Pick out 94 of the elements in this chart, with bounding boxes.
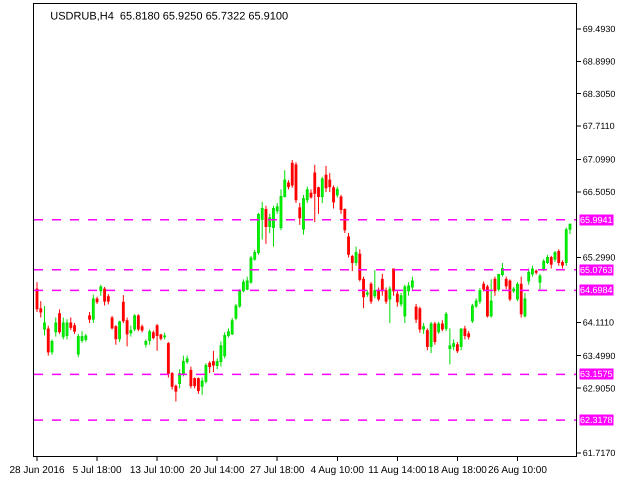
candlestick xyxy=(557,248,560,266)
x-tick-label: 13 Jul 10:00 xyxy=(130,465,185,476)
candlestick xyxy=(46,325,50,356)
ref-line-label: 62.3178 xyxy=(580,415,613,425)
candlestick xyxy=(486,284,489,318)
candlestick xyxy=(320,176,324,204)
ref-line-label: 64.6984 xyxy=(580,285,613,295)
candlestick xyxy=(550,255,553,269)
x-tick-label: 26 Aug 10:00 xyxy=(488,465,548,476)
ref-line-label: 65.0763 xyxy=(580,265,613,275)
candlestick xyxy=(478,288,482,304)
candlestick xyxy=(84,333,88,342)
candlestick xyxy=(156,324,159,352)
x-tick-label: 18 Aug 18:00 xyxy=(428,465,488,476)
y-tick-label: 66.5050 xyxy=(582,186,616,197)
candlestick xyxy=(463,325,466,340)
x-tick-label: 20 Jul 14:00 xyxy=(190,465,245,476)
candlestick xyxy=(426,328,429,351)
candlestick xyxy=(66,318,68,340)
x-tick-label: 27 Jul 18:00 xyxy=(250,465,305,476)
candlestick xyxy=(403,284,406,324)
y-tick-label: 67.0990 xyxy=(582,154,616,165)
y-tick-label: 65.2990 xyxy=(582,252,616,263)
x-tick-label: 28 Jun 2016 xyxy=(9,465,65,476)
y-tick-label: 69.4930 xyxy=(582,24,616,34)
candlestick xyxy=(118,320,121,343)
x-tick-label: 11 Aug 14:00 xyxy=(368,465,427,476)
candlestick xyxy=(490,278,493,318)
candlestick xyxy=(136,314,140,332)
candlestick xyxy=(196,376,200,394)
y-tick-label: 61.7170 xyxy=(582,448,616,458)
y-tick-label: 68.8990 xyxy=(582,56,616,66)
candlestick xyxy=(96,296,98,304)
ref-line-label: 65.9941 xyxy=(580,215,613,225)
candlestick xyxy=(430,321,433,354)
candlestick xyxy=(448,328,452,365)
candlestick xyxy=(392,268,395,296)
text: USDRUB,H4 65.8180 65.9250 65.7322 65.9100 xyxy=(50,10,288,23)
ref-line-label: 63.1575 xyxy=(580,369,613,379)
candlestick xyxy=(437,321,440,334)
candlestick xyxy=(62,317,65,340)
candlestick xyxy=(69,317,72,331)
candlestick xyxy=(272,205,275,248)
candlestick xyxy=(92,294,95,324)
y-tick-label: 63.4990 xyxy=(582,350,616,361)
candlestick xyxy=(212,350,215,373)
candlestick xyxy=(534,269,538,275)
candlestick xyxy=(433,321,436,346)
candlestick xyxy=(418,306,422,334)
candlestick xyxy=(366,290,369,298)
candlestick xyxy=(554,250,556,262)
candlestick xyxy=(324,165,328,193)
candlestick xyxy=(350,254,354,272)
candlestick xyxy=(50,338,54,356)
candlestick xyxy=(298,202,302,226)
y-tick-label: 64.1110 xyxy=(582,318,614,328)
candlestick xyxy=(538,273,542,291)
candlestick xyxy=(103,286,106,306)
candlestick xyxy=(58,308,61,334)
candlestick xyxy=(508,278,512,302)
candlestick xyxy=(440,320,444,332)
y-tick-label: 68.3050 xyxy=(582,88,616,99)
candlestick xyxy=(148,329,152,346)
candlestick xyxy=(388,286,392,324)
candlestick xyxy=(444,312,448,332)
candlestick xyxy=(524,292,526,318)
candlestick xyxy=(313,164,316,223)
candlestick xyxy=(336,186,339,198)
y-tick-label: 67.7110 xyxy=(582,121,615,132)
candlestick xyxy=(76,333,80,358)
candlestick xyxy=(422,322,426,334)
candlestick xyxy=(43,306,46,336)
candlestick xyxy=(373,270,376,299)
x-tick-label: 5 Jul 18:00 xyxy=(72,465,122,476)
candlestick xyxy=(294,162,298,204)
candlestick xyxy=(347,232,350,258)
candlestick xyxy=(88,312,91,324)
y-tick-label: 62.9050 xyxy=(582,383,616,394)
candlestick xyxy=(460,328,463,351)
candlestick xyxy=(163,332,166,340)
candlestick xyxy=(456,342,459,354)
candlestick xyxy=(516,282,519,302)
candlestick xyxy=(370,282,372,304)
candlestick xyxy=(230,318,234,336)
candlestick xyxy=(494,276,496,296)
candlestick xyxy=(527,268,530,286)
candlestick xyxy=(54,317,58,338)
candlestick xyxy=(396,290,399,308)
candlestick xyxy=(99,284,102,296)
x-tick-label: 4 Aug 10:00 xyxy=(310,465,364,476)
candlestick xyxy=(564,227,568,266)
candlestick xyxy=(354,246,358,266)
candlestick xyxy=(189,366,192,389)
candlestick xyxy=(264,205,268,244)
